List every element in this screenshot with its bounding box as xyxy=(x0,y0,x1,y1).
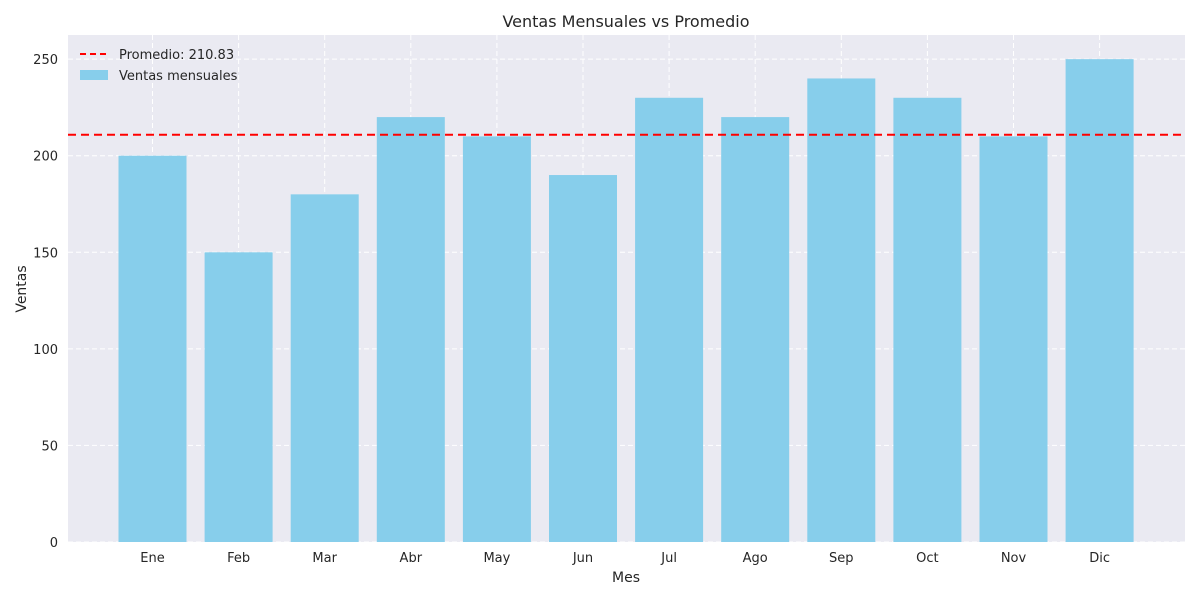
legend-reference-line-label: Promedio: 210.83 xyxy=(119,48,234,63)
x-axis-label: Mes xyxy=(612,570,640,586)
x-tick-label: Jun xyxy=(572,551,593,566)
y-tick-label: 100 xyxy=(33,343,58,358)
bar-abr xyxy=(376,117,445,542)
x-tick-label: Nov xyxy=(1001,551,1027,566)
bars xyxy=(118,59,1134,543)
bar-jun xyxy=(549,175,617,542)
bar-feb xyxy=(204,252,273,543)
legend: Promedio: 210.83 Ventas mensuales xyxy=(80,48,238,84)
y-tick-label: 250 xyxy=(33,53,58,68)
bar-mar xyxy=(290,194,359,543)
x-tick-label: Abr xyxy=(400,551,423,566)
legend-bar-swatch xyxy=(80,70,108,80)
y-tick-label: 50 xyxy=(41,439,58,454)
bar-jul xyxy=(635,97,704,543)
y-tick-label: 200 xyxy=(33,150,58,165)
bar-dic xyxy=(1065,59,1134,543)
legend-bar-label: Ventas mensuales xyxy=(119,69,238,84)
x-tick-label: Dic xyxy=(1089,551,1110,566)
x-tick-label: Oct xyxy=(916,551,938,566)
x-tick-label: Sep xyxy=(829,551,854,566)
chart-title: Ventas Mensuales vs Promedio xyxy=(502,12,749,31)
x-tick-label: Jul xyxy=(660,551,677,566)
bar-may xyxy=(462,136,531,542)
y-tick-label: 0 xyxy=(50,536,58,551)
x-ticks: Ene Feb Mar Abr May Jun Jul Ago Sep Oct Nov Dic xyxy=(140,551,1110,566)
y-axis-label: Ventas xyxy=(14,265,30,312)
bar-nov xyxy=(979,136,1048,542)
x-tick-label: Ene xyxy=(140,551,164,566)
x-tick-label: Mar xyxy=(312,551,337,566)
bar-sep xyxy=(807,78,876,542)
bar-oct xyxy=(893,97,962,543)
bar-ene xyxy=(118,155,187,542)
x-tick-label: May xyxy=(483,551,510,566)
bar-ago xyxy=(721,117,790,542)
y-ticks: 0 50 100 150 200 250 xyxy=(33,53,58,551)
x-tick-label: Ago xyxy=(743,551,768,566)
x-tick-label: Feb xyxy=(227,551,250,566)
y-tick-label: 150 xyxy=(33,246,58,261)
